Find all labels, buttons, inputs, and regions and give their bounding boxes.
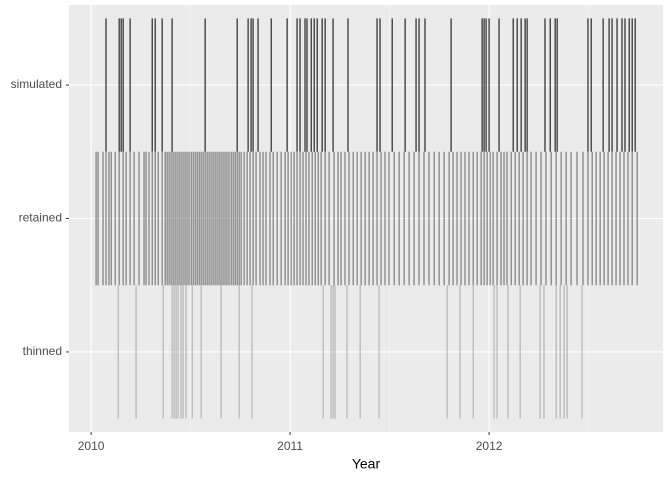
x-tick-label: 2012 xyxy=(476,439,503,453)
x-axis-title: Year xyxy=(352,456,381,472)
y-tick-label: thinned xyxy=(23,344,62,358)
x-tick-label: 2011 xyxy=(277,439,303,453)
x-tick-label: 2010 xyxy=(78,439,105,453)
y-tick-label: simulated xyxy=(11,77,62,91)
y-tick-label: retained xyxy=(19,211,62,225)
